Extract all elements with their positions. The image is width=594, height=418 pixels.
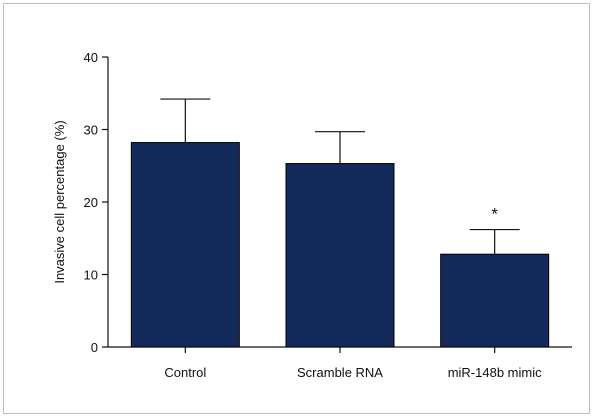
y-tick-label: 10 <box>84 268 98 283</box>
bar <box>130 142 240 348</box>
y-tick-label: 30 <box>84 123 98 138</box>
y-axis: 0 10 20 30 40 <box>84 50 109 355</box>
y-ticks: 0 10 20 30 40 <box>84 50 108 355</box>
y-tick-label: 20 <box>84 195 98 210</box>
bar <box>440 253 550 348</box>
x-tick-label: Control <box>164 365 206 380</box>
annotations: * <box>491 205 498 224</box>
x-ticks: Control Scramble RNA miR-148b mimic <box>164 347 542 380</box>
y-tick-label: 40 <box>84 50 98 65</box>
y-axis-title: Invasive cell percentage (%) <box>52 120 67 283</box>
x-axis: Control Scramble RNA miR-148b mimic <box>108 346 572 380</box>
x-tick-label: miR-148b mimic <box>448 365 542 380</box>
bar <box>285 163 395 348</box>
bars <box>130 142 550 348</box>
y-tick-label: 0 <box>91 340 98 355</box>
error-bars <box>160 98 520 255</box>
significance-marker: * <box>491 205 498 224</box>
x-tick-label: Scramble RNA <box>297 365 383 380</box>
